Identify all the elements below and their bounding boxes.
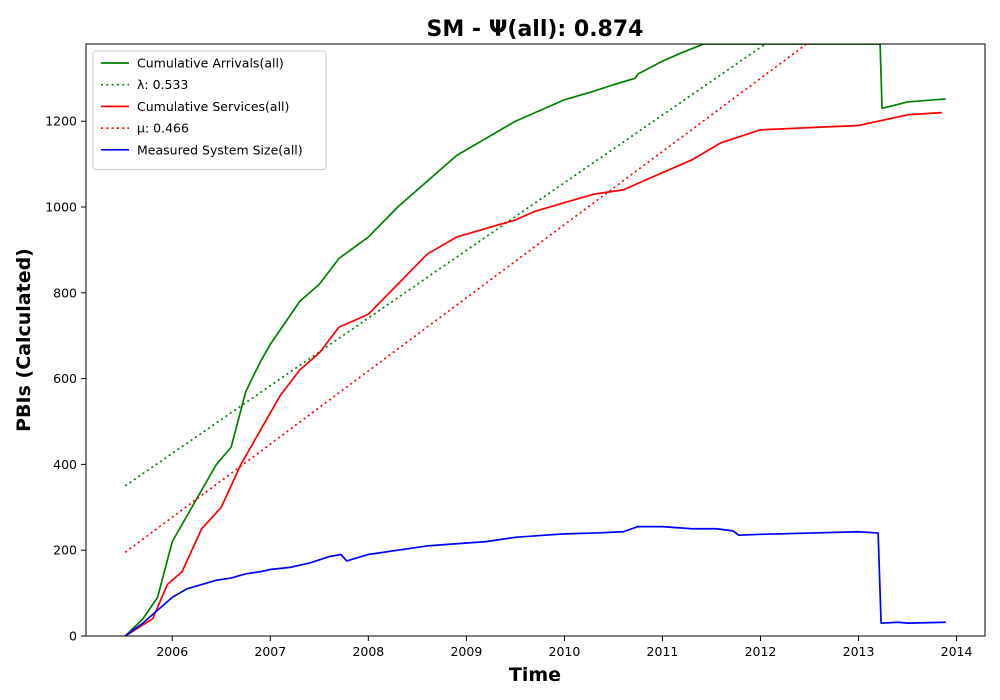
y-tick-label-0: 0 [69, 629, 77, 644]
x-tick-label-3: 2009 [450, 644, 482, 659]
legend-label-0: Cumulative Arrivals(all) [137, 56, 284, 71]
plot-area [124, 44, 946, 636]
x-tick-label-5: 2011 [647, 644, 679, 659]
x-tick-label-7: 2013 [843, 644, 875, 659]
y-tick-label-2: 400 [53, 457, 77, 472]
legend-label-4: Measured System Size(all) [137, 142, 303, 157]
x-tick-label-1: 2007 [254, 644, 286, 659]
x-tick-label-6: 2012 [745, 644, 777, 659]
y-axis-label: PBIs (Calculated) [13, 248, 35, 432]
legend-label-2: Cumulative Services(all) [137, 99, 289, 114]
plot-frame [85, 43, 986, 637]
x-tick-label-2: 2008 [352, 644, 384, 659]
chart-title: SM - Ψ(all): 0.874 [427, 17, 644, 42]
series-line-4 [124, 525, 946, 636]
series-line-3 [124, 44, 808, 554]
axes: 2006 2007 2008 2009 2010 2011 2012 2013 2014 0 200… [45, 114, 972, 659]
y-tick-label-4: 800 [53, 285, 77, 300]
y-tick-label-1: 200 [53, 543, 77, 558]
legend-label-3: μ: 0.466 [137, 121, 189, 136]
series-line-2 [124, 111, 942, 636]
legend-box [92, 50, 327, 170]
legend-label-1: λ: 0.533 [137, 77, 188, 92]
y-tick-label-6: 1200 [45, 114, 77, 129]
series-line-0 [124, 44, 946, 636]
legend: Cumulative Arrivals(all) λ: 0.533 Cumulati… [92, 50, 327, 170]
x-tick-label-8: 2014 [941, 644, 973, 659]
x-tick-label-0: 2006 [156, 644, 188, 659]
y-tick-label-3: 600 [53, 371, 77, 386]
series-line-1 [124, 44, 766, 487]
y-tick-label-5: 1000 [45, 200, 77, 215]
x-tick-label-4: 2010 [549, 644, 581, 659]
x-axis-label: Time [509, 664, 561, 686]
